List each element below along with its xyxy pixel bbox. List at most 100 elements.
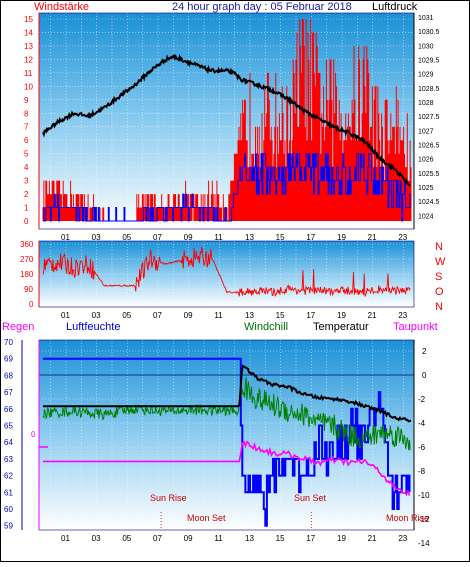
x-tick-label: 03 [92,311,101,320]
wind-direction-series [42,247,411,298]
temperature-tick-label: -14 [418,539,430,548]
x-tick-label: 05 [122,311,131,320]
temperature-series [43,364,412,423]
humidity-tick-label: 60 [4,505,13,514]
direction-tick-label: 270 [20,255,34,264]
x-tick-label: 01 [61,311,70,320]
humidity-tick-label: 70 [4,338,13,347]
pressure-tick-label: 1027.5 [418,114,440,121]
wind-average-series [43,153,411,222]
pressure-tick-label: 1030.5 [418,29,440,36]
x-tick-label: 19 [337,534,346,543]
moon-set-label: Moon Set [187,513,226,523]
pressure-tick-label: 1026 [418,157,434,164]
sun-set-label: Sun Set [294,493,327,503]
x-tick-label: 11 [214,233,223,242]
temperature-tick-label: -12 [418,515,430,524]
humidity-tick-label: 61 [4,488,13,497]
pressure-tick-label: 1029.5 [418,58,440,65]
x-tick-label: 19 [337,311,346,320]
x-tick-label: 09 [184,311,193,320]
pressure-tick-label: 1028.5 [418,86,440,93]
direction-tick-label: 360 [20,240,34,249]
humidity-series [43,357,411,527]
compass-tick-label: N [435,301,443,313]
x-tick-label: 13 [245,233,254,242]
temperature-tick-label: -4 [418,419,426,428]
pressure-tick-label: 1024 [418,213,434,220]
temperature-tick-label: -10 [418,491,430,500]
humidity-tick-label: 62 [4,472,13,481]
dewpoint-series [43,440,411,497]
wind-tick-label: 15 [24,15,33,24]
x-tick-label: 05 [122,233,131,242]
wind-tick-label: 14 [24,28,33,37]
x-tick-label: 07 [153,233,162,242]
wind-tick-label: 1 [24,204,29,213]
wind-tick-label: 11 [24,69,33,78]
x-tick-label: 09 [184,233,193,242]
humidity-tick-label: 68 [4,371,13,380]
windchill-label: Windchill [244,321,288,333]
x-tick-label: 11 [214,534,223,543]
compass-tick-label: N [435,241,443,253]
x-tick-label: 09 [184,534,193,543]
x-tick-label: 19 [337,233,346,242]
humidity-label: Luftfeuchte [66,321,120,333]
wind-tick-label: 0 [24,217,29,226]
x-tick-label: 13 [245,311,254,320]
direction-tick-label: 90 [24,285,33,294]
x-tick-label: 11 [214,311,223,320]
temperature-tick-label: -2 [418,395,426,404]
x-tick-label: 15 [276,311,285,320]
x-tick-label: 15 [276,534,285,543]
chart-title: 24 hour graph day : 05 Februar 2018 [172,1,352,13]
temperature-tick-label: 2 [422,347,427,356]
x-tick-label: 07 [153,311,162,320]
direction-tick-label: 0 [29,300,34,309]
pressure-tick-label: 1025.5 [418,171,440,178]
humidity-tick-label: 63 [4,455,13,464]
wind-tick-label: 9 [24,96,29,105]
windchill-series [42,377,411,451]
x-tick-label: 13 [245,534,254,543]
x-tick-label: 21 [368,233,377,242]
wind-tick-label: 6 [24,136,29,145]
pressure-tick-label: 1029 [418,72,434,79]
x-tick-label: 17 [306,534,315,543]
wind-tick-label: 8 [24,109,29,118]
wind-tick-label: 4 [24,163,29,172]
compass-tick-label: O [435,286,444,298]
temperature-tick-label: 0 [422,371,427,380]
x-tick-label: 23 [398,233,407,242]
wind-tick-label: 3 [24,177,29,186]
humidity-tick-label: 66 [4,405,13,414]
pressure-tick-label: 1026.5 [418,143,440,150]
wind-tick-label: 2 [24,190,29,199]
humidity-tick-label: 59 [4,522,13,531]
pressure-tick-label: 1031 [418,15,434,22]
compass-tick-label: W [435,256,446,268]
dewpoint-label: Taupunkt [393,321,438,333]
x-tick-label: 15 [276,233,285,242]
pressure-tick-label: 1027 [418,128,434,135]
humidity-tick-label: 64 [4,438,13,447]
wind-tick-label: 7 [24,123,29,132]
pressure-axis-title: Luftdruck [372,1,418,13]
x-tick-label: 17 [306,311,315,320]
humidity-tick-label: 69 [4,355,13,364]
direction-tick-label: 180 [20,270,34,279]
pressure-series [42,53,411,187]
temperature-tick-label: -8 [418,467,426,476]
x-tick-label: 23 [398,534,407,543]
x-tick-label: 01 [61,233,70,242]
temperature-label: Temperatur [313,321,369,333]
sun-rise-label: Sun Rise [150,493,187,503]
x-tick-label: 23 [398,311,407,320]
temperature-tick-label: -6 [418,443,426,452]
x-tick-label: 21 [368,311,377,320]
humidity-tick-label: 67 [4,388,13,397]
wind-axis-title: Windstärke [34,1,89,13]
